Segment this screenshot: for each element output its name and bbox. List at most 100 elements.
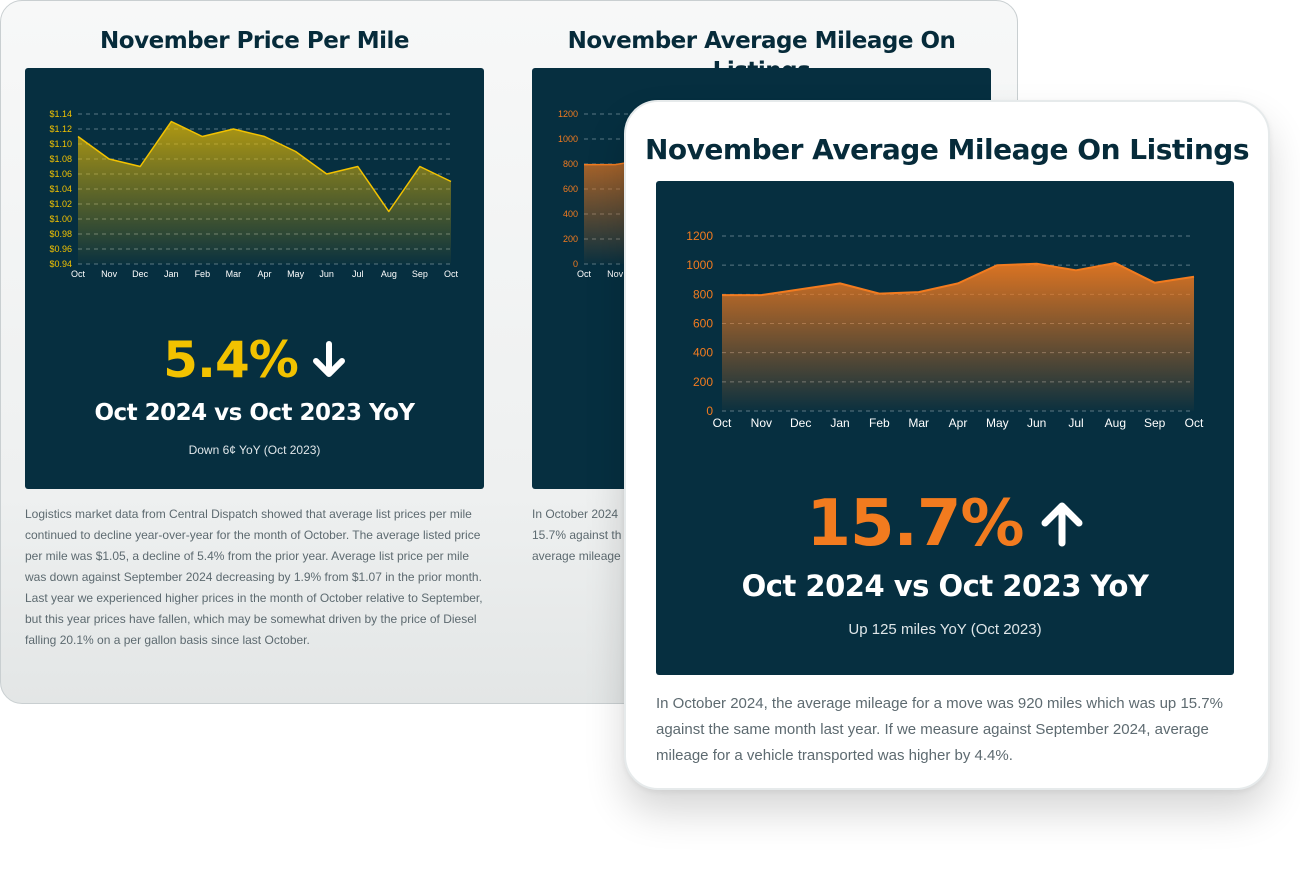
y-tick-label: 800 (563, 159, 578, 169)
price-per-mile-chart: $1.14 $1.12 $1.10 $1.08 $1.06 $1.04 $1.02 $1.00… (49, 109, 459, 279)
price-sub-label: Down 6¢ YoY (Oct 2023) (188, 443, 321, 457)
price-per-mile-panel: $1.14 $1.12 $1.10 $1.08 $1.06 $1.04 $1.02 $1.00… (25, 68, 484, 489)
data-point (170, 121, 172, 123)
data-point (583, 164, 585, 166)
price-paragraph: Logistics market data from Central Dispa… (25, 507, 483, 647)
x-tick-label: Dec (132, 269, 149, 279)
data-point (450, 181, 452, 183)
data-point (1154, 282, 1156, 284)
x-tick-label: Dec (790, 416, 811, 430)
data-point (997, 264, 999, 266)
data-point (202, 136, 204, 138)
arrow-up-icon (1040, 501, 1084, 547)
x-tick-label: Sep (412, 269, 428, 279)
x-tick-label: Oct (1185, 416, 1204, 430)
x-tick-label: Apr (949, 416, 968, 430)
x-tick-label: Mar (908, 416, 929, 430)
series-area (722, 263, 1194, 411)
arrow-down-icon (312, 341, 346, 379)
data-point (233, 128, 235, 130)
y-tick-label: 1000 (686, 258, 713, 272)
y-tick-label: 200 (563, 234, 578, 244)
data-point (1036, 263, 1038, 265)
y-tick-label: $1.02 (49, 199, 72, 209)
y-tick-label: 600 (693, 317, 713, 331)
mileage-panel: 1200 1000 800 600 400 200 0 Oct Nov Dec Jan Feb Mar A… (656, 181, 1234, 675)
y-tick-label: 0 (573, 259, 578, 269)
data-point (761, 294, 763, 296)
y-tick-label: 600 (563, 184, 578, 194)
price-stat-value: 5.4% (163, 331, 299, 389)
y-tick-label: 800 (693, 287, 713, 301)
x-tick-label: Jun (1027, 416, 1046, 430)
x-tick-label: Nov (751, 416, 772, 430)
y-tick-label: $1.08 (49, 154, 72, 164)
mileage-stat-row: 15.7% (656, 486, 1234, 562)
x-tick-label: Jun (319, 269, 334, 279)
data-point (800, 288, 802, 290)
front-card: November Average Mileage On Listings 120… (624, 100, 1270, 790)
x-tick-label: Aug (381, 269, 397, 279)
x-tick-label: Jan (830, 416, 849, 430)
y-tick-label: $1.00 (49, 214, 72, 224)
data-point (264, 136, 266, 138)
y-tick-label: $1.10 (49, 139, 72, 149)
y-tick-label: $1.04 (49, 184, 72, 194)
y-tick-label: 1200 (558, 109, 578, 119)
x-tick-label: Jul (1068, 416, 1083, 430)
y-tick-label: $0.96 (49, 244, 72, 254)
y-tick-label: $1.14 (49, 109, 72, 119)
data-point (108, 158, 110, 160)
y-tick-label: $0.98 (49, 229, 72, 239)
data-point (419, 166, 421, 168)
x-tick-label: Apr (257, 269, 271, 279)
x-tick-label: Oct (71, 269, 86, 279)
price-compare-label: Oct 2024 vs Oct 2023 YoY (94, 400, 415, 426)
y-tick-label: 400 (693, 346, 713, 360)
y-tick-label: 1000 (558, 134, 578, 144)
x-tick-label: Oct (713, 416, 732, 430)
x-tick-label: Oct (577, 269, 592, 279)
x-tick-label: Oct (444, 269, 459, 279)
y-tick-label: $1.12 (49, 124, 72, 134)
data-point (326, 173, 328, 175)
data-point (77, 136, 79, 138)
y-tick-label: $0.94 (49, 259, 72, 269)
x-tick-label: Nov (101, 269, 118, 279)
y-tick-label: 400 (563, 209, 578, 219)
mileage-paragraph-back: In October 2024 15.7% against th average… (532, 504, 832, 567)
x-tick-label: Nov (607, 269, 624, 279)
data-point (721, 294, 723, 296)
mileage-compare-label: Oct 2024 vs Oct 2023 YoY (741, 569, 1149, 603)
mileage-paragraph-line: average mileage (532, 549, 621, 563)
data-point (1115, 262, 1117, 264)
price-stat-row: 5.4% (25, 330, 484, 390)
data-point (879, 293, 881, 295)
series-line (722, 262, 1195, 297)
y-tick-label: $1.06 (49, 169, 72, 179)
x-tick-label: Jan (164, 269, 179, 279)
x-tick-label: May (986, 416, 1009, 430)
data-point (957, 283, 959, 285)
series-line (77, 120, 452, 213)
data-point (1075, 269, 1077, 271)
mileage-paragraph-line: In October 2024 (532, 507, 619, 521)
data-point (918, 291, 920, 293)
x-tick-label: May (287, 269, 305, 279)
mileage-sub-label: Up 125 miles YoY (Oct 2023) (848, 621, 1042, 638)
y-tick-label: 200 (693, 375, 713, 389)
data-point (295, 151, 297, 153)
data-point (139, 166, 141, 168)
mileage-stat-value: 15.7% (806, 487, 1024, 561)
y-tick-label: 1200 (686, 229, 713, 243)
x-tick-label: Mar (226, 269, 242, 279)
y-tick-label: 0 (706, 404, 713, 418)
mileage-title: November Average Mileage On Listings (644, 133, 1250, 166)
x-tick-label: Sep (1144, 416, 1166, 430)
data-point (839, 283, 841, 285)
mileage-paragraph: In October 2024, the average mileage for… (656, 695, 1223, 764)
x-tick-label: Aug (1105, 416, 1126, 430)
mileage-paragraph-line: 15.7% against th (532, 528, 622, 542)
price-per-mile-title: November Price Per Mile (100, 28, 409, 54)
